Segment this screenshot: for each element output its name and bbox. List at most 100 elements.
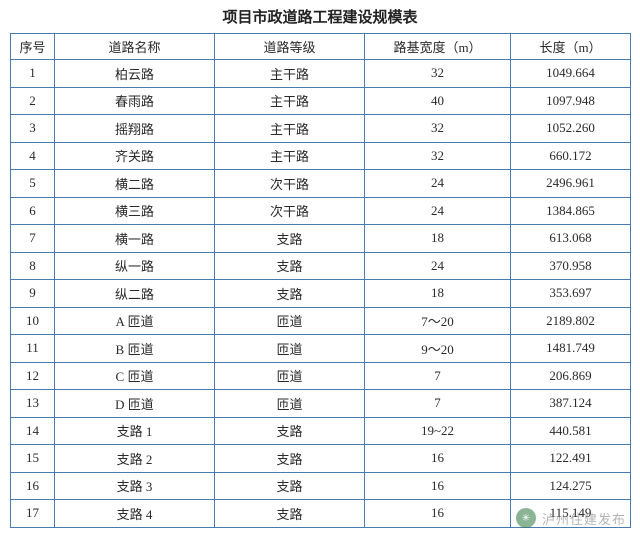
page-container: 项目市政道路工程建设规模表 序号道路名称道路等级路基宽度（m）长度（m） 1柏云… <box>0 0 640 528</box>
table-header-cell: 路基宽度（m） <box>365 34 511 60</box>
table-cell: 齐关路 <box>55 142 215 170</box>
table-cell: 17 <box>11 500 55 528</box>
table-cell: 1 <box>11 60 55 88</box>
road-scale-table: 序号道路名称道路等级路基宽度（m）长度（m） 1柏云路主干路321049.664… <box>10 33 631 528</box>
table-cell: D 匝道 <box>55 390 215 418</box>
table-row: 6横三路次干路241384.865 <box>11 197 631 225</box>
table-header-cell: 长度（m） <box>511 34 631 60</box>
table-cell: 横一路 <box>55 225 215 253</box>
table-cell: 匝道 <box>215 362 365 390</box>
table-header-cell: 序号 <box>11 34 55 60</box>
table-row: 13D 匝道匝道7387.124 <box>11 390 631 418</box>
table-row: 2春雨路主干路401097.948 <box>11 87 631 115</box>
table-cell: 124.275 <box>511 472 631 500</box>
table-cell: 主干路 <box>215 115 365 143</box>
table-row: 7横一路支路18613.068 <box>11 225 631 253</box>
table-cell: 24 <box>365 197 511 225</box>
table-row: 10A 匝道匝道7～202189.802 <box>11 307 631 335</box>
table-cell: 横二路 <box>55 170 215 198</box>
table-row: 14支路 1支路19~22440.581 <box>11 417 631 445</box>
table-cell: 次干路 <box>215 170 365 198</box>
table-cell: B 匝道 <box>55 335 215 363</box>
table-cell: 12 <box>11 362 55 390</box>
table-cell: 7 <box>365 362 511 390</box>
table-cell: 353.697 <box>511 280 631 308</box>
table-cell: 660.172 <box>511 142 631 170</box>
table-cell: 支路 <box>215 417 365 445</box>
table-cell: 次干路 <box>215 197 365 225</box>
table-row: 12C 匝道匝道7206.869 <box>11 362 631 390</box>
table-cell: 匝道 <box>215 307 365 335</box>
table-cell: 7 <box>11 225 55 253</box>
table-cell: 16 <box>365 500 511 528</box>
table-row: 4齐关路主干路32660.172 <box>11 142 631 170</box>
table-cell: 纵二路 <box>55 280 215 308</box>
table-cell: 1097.948 <box>511 87 631 115</box>
table-cell: 16 <box>11 472 55 500</box>
table-cell: 6 <box>11 197 55 225</box>
table-cell: 摇翔路 <box>55 115 215 143</box>
table-cell: 2 <box>11 87 55 115</box>
table-cell: 14 <box>11 417 55 445</box>
table-cell: 匝道 <box>215 335 365 363</box>
table-cell: 支路 <box>215 252 365 280</box>
table-cell: 支路 2 <box>55 445 215 473</box>
table-cell: 387.124 <box>511 390 631 418</box>
table-row: 1柏云路主干路321049.664 <box>11 60 631 88</box>
table-cell: 18 <box>365 280 511 308</box>
table-cell: 横三路 <box>55 197 215 225</box>
table-row: 9纵二路支路18353.697 <box>11 280 631 308</box>
table-cell: 9～20 <box>365 335 511 363</box>
table-cell: 支路 <box>215 280 365 308</box>
table-cell: 11 <box>11 335 55 363</box>
table-cell: 15 <box>11 445 55 473</box>
table-cell: 13 <box>11 390 55 418</box>
table-row: 8纵一路支路24370.958 <box>11 252 631 280</box>
table-cell: 19~22 <box>365 417 511 445</box>
table-cell: 1052.260 <box>511 115 631 143</box>
table-cell: 10 <box>11 307 55 335</box>
table-cell: 7～20 <box>365 307 511 335</box>
table-cell: 主干路 <box>215 142 365 170</box>
table-header-cell: 道路名称 <box>55 34 215 60</box>
table-cell: 春雨路 <box>55 87 215 115</box>
table-header-row: 序号道路名称道路等级路基宽度（m）长度（m） <box>11 34 631 60</box>
table-cell: 9 <box>11 280 55 308</box>
table-cell: 柏云路 <box>55 60 215 88</box>
table-cell: 440.581 <box>511 417 631 445</box>
table-cell: 40 <box>365 87 511 115</box>
table-cell: 支路 <box>215 500 365 528</box>
table-cell: 613.068 <box>511 225 631 253</box>
table-cell: 支路 <box>215 445 365 473</box>
table-cell: 206.869 <box>511 362 631 390</box>
table-row: 3摇翔路主干路321052.260 <box>11 115 631 143</box>
table-cell: 支路 3 <box>55 472 215 500</box>
table-row: 17支路 4支路16115.149 <box>11 500 631 528</box>
table-cell: 纵一路 <box>55 252 215 280</box>
table-cell: 32 <box>365 142 511 170</box>
table-title: 项目市政道路工程建设规模表 <box>10 6 630 27</box>
table-row: 5横二路次干路242496.961 <box>11 170 631 198</box>
table-cell: 24 <box>365 252 511 280</box>
table-body: 1柏云路主干路321049.6642春雨路主干路401097.9483摇翔路主干… <box>11 60 631 528</box>
table-cell: 支路 1 <box>55 417 215 445</box>
table-cell: 370.958 <box>511 252 631 280</box>
table-cell: 支路 4 <box>55 500 215 528</box>
table-cell: 支路 <box>215 225 365 253</box>
table-cell: 5 <box>11 170 55 198</box>
table-cell: 2189.802 <box>511 307 631 335</box>
table-row: 11B 匝道匝道9～201481.749 <box>11 335 631 363</box>
table-cell: 115.149 <box>511 500 631 528</box>
table-cell: 主干路 <box>215 87 365 115</box>
table-header-cell: 道路等级 <box>215 34 365 60</box>
table-head: 序号道路名称道路等级路基宽度（m）长度（m） <box>11 34 631 60</box>
table-cell: 1384.865 <box>511 197 631 225</box>
table-cell: 8 <box>11 252 55 280</box>
table-cell: 主干路 <box>215 60 365 88</box>
table-cell: 7 <box>365 390 511 418</box>
table-row: 16支路 3支路16124.275 <box>11 472 631 500</box>
table-cell: 18 <box>365 225 511 253</box>
table-cell: 16 <box>365 445 511 473</box>
table-cell: 匝道 <box>215 390 365 418</box>
table-cell: A 匝道 <box>55 307 215 335</box>
